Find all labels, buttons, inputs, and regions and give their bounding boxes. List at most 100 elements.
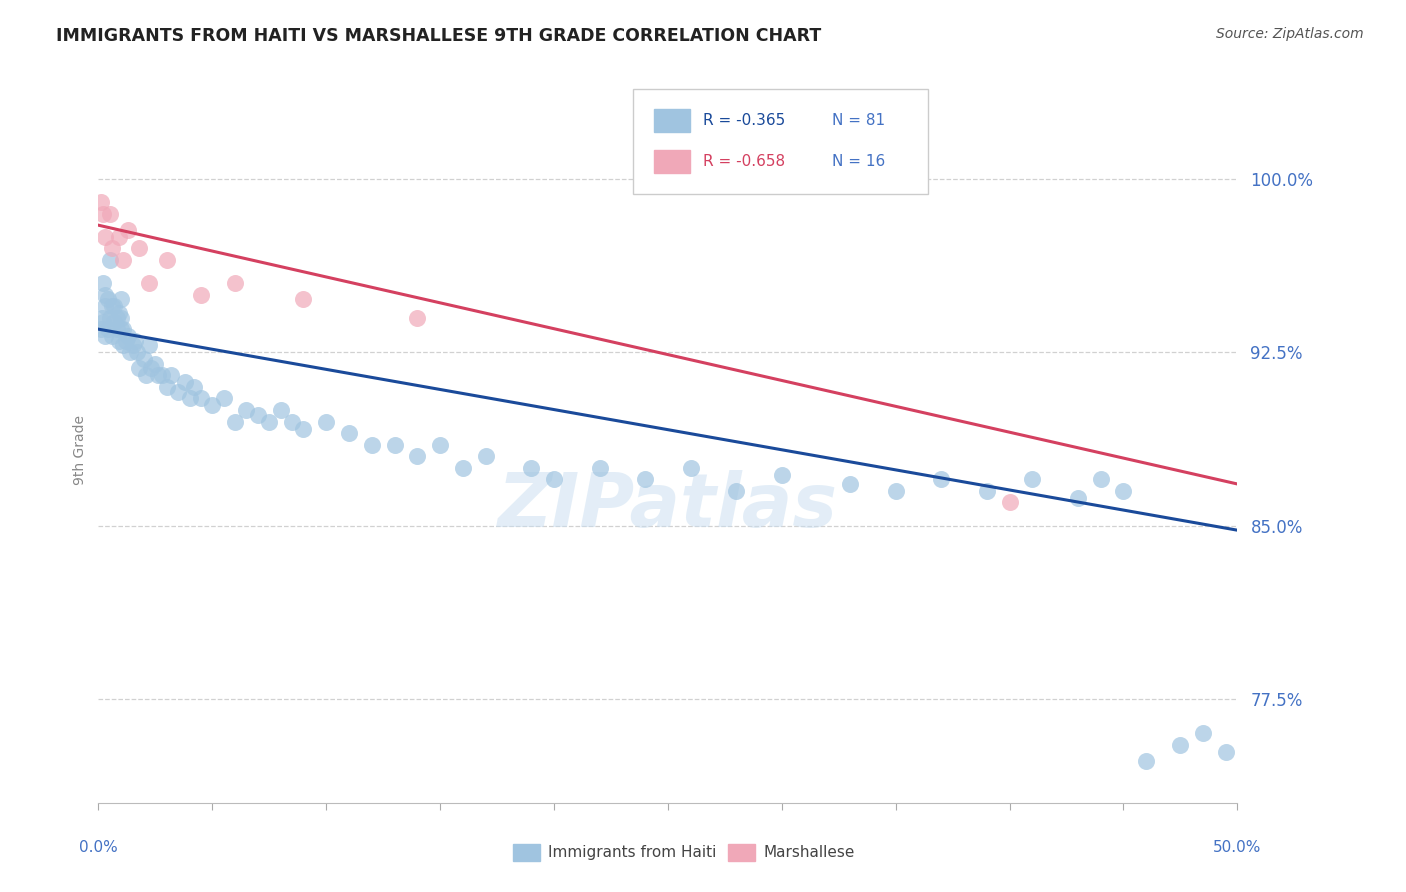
Point <box>156 252 179 267</box>
Point <box>246 408 269 422</box>
Point <box>543 472 565 486</box>
Point <box>138 276 160 290</box>
Point <box>292 292 315 306</box>
Point <box>1170 738 1192 752</box>
Point <box>110 292 132 306</box>
Point <box>94 299 117 313</box>
Point <box>138 338 160 352</box>
Point <box>108 306 131 320</box>
Point <box>94 287 117 301</box>
Point <box>112 338 135 352</box>
Point <box>190 287 212 301</box>
Point <box>212 392 235 406</box>
Text: R = -0.365: R = -0.365 <box>703 113 785 128</box>
Point <box>135 368 157 383</box>
Point <box>520 460 543 475</box>
Point <box>281 415 304 429</box>
Point <box>976 483 998 498</box>
Point <box>1090 472 1112 486</box>
Text: Marshallese: Marshallese <box>763 846 855 860</box>
Point <box>634 472 657 486</box>
Point <box>451 460 474 475</box>
Point <box>259 415 281 429</box>
Point <box>190 392 212 406</box>
Point <box>725 483 748 498</box>
Point <box>105 310 128 325</box>
Point <box>101 241 124 255</box>
Point <box>103 315 125 329</box>
Point <box>429 438 451 452</box>
Point <box>270 403 292 417</box>
Point <box>94 329 117 343</box>
Point <box>315 415 337 429</box>
Point <box>174 376 197 390</box>
Point <box>384 438 406 452</box>
Text: Source: ZipAtlas.com: Source: ZipAtlas.com <box>1216 27 1364 41</box>
Y-axis label: 9th Grade: 9th Grade <box>73 416 87 485</box>
Point <box>1192 726 1215 740</box>
Point <box>127 345 149 359</box>
Text: R = -0.658: R = -0.658 <box>703 154 785 169</box>
Point <box>770 467 793 482</box>
Text: IMMIGRANTS FROM HAITI VS MARSHALLESE 9TH GRADE CORRELATION CHART: IMMIGRANTS FROM HAITI VS MARSHALLESE 9TH… <box>56 27 821 45</box>
Point <box>167 384 190 399</box>
Point <box>90 310 112 325</box>
Point <box>112 252 135 267</box>
Point <box>90 322 112 336</box>
Point <box>124 334 146 348</box>
Text: 50.0%: 50.0% <box>1213 840 1261 855</box>
Point <box>1112 483 1135 498</box>
Point <box>292 421 315 435</box>
Point <box>120 345 142 359</box>
Point <box>224 415 246 429</box>
Point <box>588 460 610 475</box>
Point <box>105 322 128 336</box>
Point <box>139 361 162 376</box>
Point <box>183 380 205 394</box>
Point <box>96 292 118 306</box>
Point <box>110 310 132 325</box>
Point <box>224 276 246 290</box>
Point <box>145 357 167 371</box>
Point <box>1021 472 1043 486</box>
Point <box>1067 491 1090 505</box>
Point <box>94 229 117 244</box>
Point <box>108 334 131 348</box>
Point <box>360 438 382 452</box>
Point <box>929 472 952 486</box>
Point <box>110 322 132 336</box>
Point <box>337 426 360 441</box>
Point <box>1215 745 1237 759</box>
Point <box>91 315 114 329</box>
Point <box>132 352 155 367</box>
Point <box>112 322 135 336</box>
Text: 0.0%: 0.0% <box>79 840 118 855</box>
Point <box>406 310 429 325</box>
Point <box>96 322 118 336</box>
Point <box>98 207 121 221</box>
Point <box>101 299 124 313</box>
Point <box>150 368 173 383</box>
Point <box>146 368 169 383</box>
Point <box>679 460 702 475</box>
Point <box>156 380 179 394</box>
Point <box>121 338 143 352</box>
Point <box>128 241 150 255</box>
Point <box>108 229 131 244</box>
Point <box>128 361 150 376</box>
Point <box>998 495 1021 509</box>
Point <box>117 223 139 237</box>
Point <box>91 276 114 290</box>
Point <box>179 392 201 406</box>
Point <box>201 398 224 412</box>
Point <box>98 310 121 325</box>
Point <box>839 477 862 491</box>
Point <box>406 449 429 463</box>
Point <box>117 329 139 343</box>
Point <box>1135 754 1157 768</box>
Text: Immigrants from Haiti: Immigrants from Haiti <box>548 846 717 860</box>
Point <box>98 252 121 267</box>
Point <box>90 195 112 210</box>
Text: N = 16: N = 16 <box>832 154 886 169</box>
Point <box>101 329 124 343</box>
